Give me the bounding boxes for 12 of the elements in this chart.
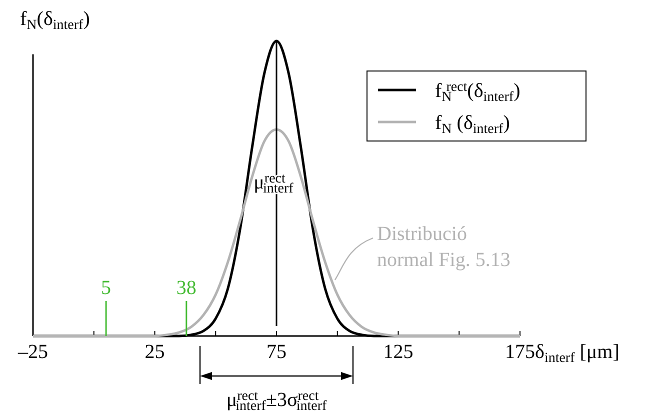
x-tick-label: 125: [383, 341, 414, 363]
x-tick-label: 25: [144, 341, 165, 363]
x-tick-label: –25: [17, 341, 48, 363]
legend-label: f$_{N}$ (δ$_{interf}$): [435, 112, 510, 138]
x-axis-title: δ$_{interf}$ [μm]: [535, 341, 620, 366]
ref-line-label: 38: [176, 277, 196, 299]
x-tick-label: 75: [266, 341, 286, 363]
ref-line-label: 5: [101, 277, 112, 299]
legend-label: f$_{N}$$^{rect}$(δ$_{interf}$): [435, 80, 520, 106]
y-axis-title: f$_{N}$(δ$_{interf}$): [20, 8, 90, 34]
annotation: Distribució normal Fig. 5.13: [377, 223, 510, 271]
x-tick-label: 175: [505, 341, 535, 363]
